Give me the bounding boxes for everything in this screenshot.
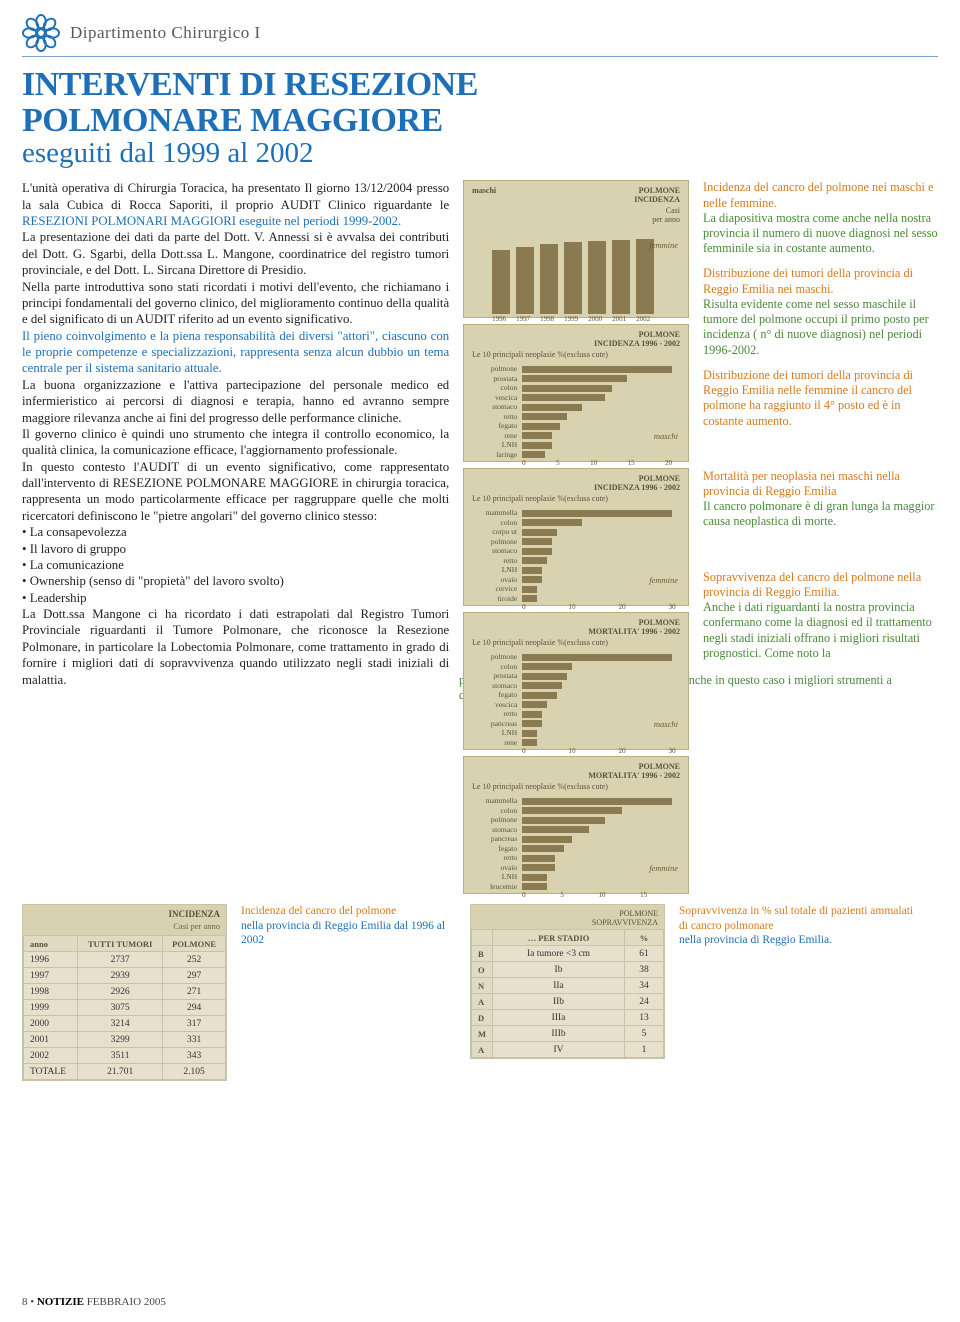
chart-2-hbar-maschi-incidenza: POLMONEINCIDENZA 1996 - 2002Le 10 princi…	[463, 324, 689, 462]
bullet-item: Leadership	[22, 590, 449, 606]
flower-icon	[22, 14, 60, 52]
caption-1b: La diapositiva mostra come anche nella n…	[703, 211, 938, 257]
bullet-item: La consapevolezza	[22, 524, 449, 540]
caption-5b: Anche i dati riguardanti la nostra provi…	[703, 600, 938, 661]
caption-5a: Sopravvivenza del cancro del polmone nel…	[703, 570, 938, 600]
department-label: Dipartimento Chirurgico I	[70, 23, 261, 43]
para-6: Il governo clinico è quindi uno strument…	[22, 426, 449, 459]
bullet-item: La comunicazione	[22, 557, 449, 573]
caption-sopravv: Sopravvivenza in % sul totale di pazient…	[679, 904, 914, 947]
caption-sopravv-b: nella provincia di Reggio Emilia.	[679, 933, 914, 947]
sopravv-grid: … PER STADIO%BIa tumore <3 cm61OIb38NIIa…	[471, 929, 664, 1058]
three-columns: L'unità operativa di Chirurgia Toracica,…	[22, 180, 938, 894]
incidenza-grid: annoTUTTI TUMORIPOLMONE19962737252199729…	[23, 935, 226, 1080]
table-incidenza: INCIDENZA Casi per anno annoTUTTI TUMORI…	[22, 904, 227, 1081]
chart-1-vertical-bars: maschiPOLMONEINCIDENZACasiper annofemmin…	[463, 180, 689, 318]
bullet-item: Il lavoro di gruppo	[22, 541, 449, 557]
page-num: 8	[22, 1296, 28, 1308]
caption-block-5: Sopravvivenza del cancro del polmone nel…	[703, 570, 938, 661]
para-4: Il pieno coinvolgimento e la piena respo…	[22, 328, 449, 377]
footer-sep: •	[30, 1296, 34, 1308]
caption-incidenza-b: nella provincia di Reggio Emilia dal 199…	[241, 919, 456, 948]
caption-sopravv-a: Sopravvivenza in % sul totale di pazient…	[679, 904, 914, 933]
caption-4b: Il cancro polmonare è di gran lunga la m…	[703, 499, 938, 529]
caption-column: Incidenza del cancro del polmone nei mas…	[703, 180, 938, 894]
caption-3a: Distribuzione dei tumori della provincia…	[703, 368, 938, 429]
para-3: Nella parte introduttiva sono stati rico…	[22, 279, 449, 328]
para-8: La Dott.ssa Mangone ci ha ricordato i da…	[22, 606, 449, 688]
para-7: In questo contesto l'AUDIT di un evento …	[22, 459, 449, 525]
caption-4a: Mortalità per neoplasia nei maschi nella…	[703, 469, 938, 499]
caption-block-2: Distribuzione dei tumori della provincia…	[703, 266, 938, 357]
bullet-list: La consapevolezza Il lavoro di gruppo La…	[22, 524, 449, 606]
caption-2a: Distribuzione dei tumori della provincia…	[703, 266, 938, 296]
caption-incidenza: Incidenza del cancro del polmone nella p…	[241, 904, 456, 947]
caption-block-1: Incidenza del cancro del polmone nei mas…	[703, 180, 938, 256]
title-line1: INTERVENTI DI RESEZIONE	[22, 67, 938, 103]
title-sub: eseguiti dal 1999 al 2002	[22, 138, 938, 170]
chart-column: maschiPOLMONEINCIDENZACasiper annofemmin…	[463, 180, 689, 894]
para-1: L'unità operativa di Chirurgia Toracica,…	[22, 180, 449, 229]
chart-4-hbar-maschi-mortalita: POLMONEMORTALITA' 1996 - 2002Le 10 princ…	[463, 612, 689, 750]
table-sub: Casi per anno	[23, 921, 226, 935]
table-sopravv: POLMONESOPRAVVIVENZA … PER STADIO%BIa tu…	[470, 904, 665, 1059]
caption-block-4: Mortalità per neoplasia nei maschi nella…	[703, 469, 938, 530]
caption-incidenza-a: Incidenza del cancro del polmone	[241, 904, 456, 918]
title-line2: POLMONARE MAGGIORE	[22, 103, 938, 139]
table-title: INCIDENZA	[23, 905, 226, 921]
page-footer: 8 • NOTIZIE FEBBRAIO 2005	[22, 1296, 166, 1308]
chart-5-hbar-femmine-mortalita: POLMONEMORTALITA' 1996 - 2002Le 10 princ…	[463, 756, 689, 894]
footer-date: FEBBRAIO 2005	[87, 1296, 166, 1308]
para-5: La buona organizzazione e l'attiva parte…	[22, 377, 449, 426]
caption-block-3: Distribuzione dei tumori della provincia…	[703, 368, 938, 429]
para-2: La presentazione dei dati da parte del D…	[22, 229, 449, 278]
caption-2b: Risulta evidente come nel sesso maschile…	[703, 297, 938, 358]
bottom-row: INCIDENZA Casi per anno annoTUTTI TUMORI…	[22, 904, 938, 1081]
bullet-item: Ownership (senso di "propietà" del lavor…	[22, 573, 449, 589]
body-column: L'unità operativa di Chirurgia Toracica,…	[22, 180, 449, 894]
footer-mag: NOTIZIE	[37, 1296, 84, 1308]
chart-3-hbar-femmine-incidenza: POLMONEINCIDENZA 1996 - 2002Le 10 princi…	[463, 468, 689, 606]
sopravv-title: POLMONESOPRAVVIVENZA	[471, 905, 664, 929]
caption-1a: Incidenza del cancro del polmone nei mas…	[703, 180, 938, 210]
header-bar: Dipartimento Chirurgico I	[22, 14, 938, 57]
main-title: INTERVENTI DI RESEZIONE POLMONARE MAGGIO…	[22, 67, 938, 170]
